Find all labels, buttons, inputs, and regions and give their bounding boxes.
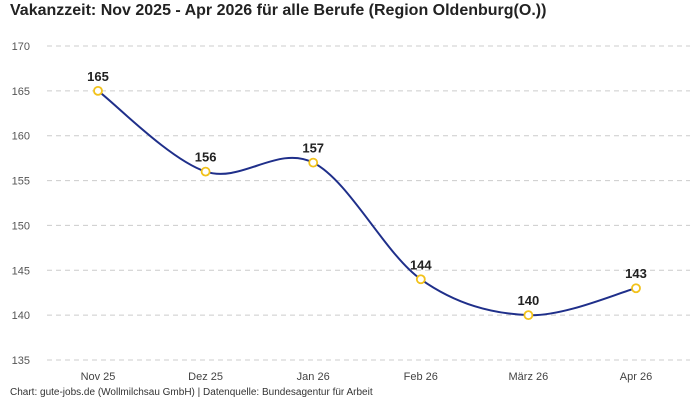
- data-label-5: 143: [625, 266, 647, 281]
- y-tick-label-150: 150: [12, 220, 30, 232]
- y-tick-label-155: 155: [12, 176, 30, 188]
- x-tick-label-0: Nov 25: [81, 371, 116, 383]
- data-point-1: [200, 166, 211, 177]
- y-tick-label-170: 170: [12, 41, 30, 53]
- chart-title: Vakanzzeit: Nov 2025 - Apr 2026 für alle…: [10, 2, 547, 19]
- data-label-1: 156: [195, 150, 217, 165]
- y-tick-label-165: 165: [12, 86, 30, 98]
- x-tick-label-3: Feb 26: [404, 371, 438, 383]
- gridlines: [47, 45, 690, 361]
- data-point-0: [93, 85, 103, 96]
- data-label-3: 144: [410, 257, 432, 272]
- series-line-group: [97, 90, 637, 317]
- x-tick-label-4: März 26: [509, 371, 549, 383]
- chart-footer-source: Chart: gute-jobs.de (Wollmilchsau GmbH) …: [10, 387, 373, 398]
- data-point-2: [308, 157, 319, 168]
- data-labels: 165 156 157 144 140 143: [87, 69, 647, 308]
- x-axis-tick-labels: Nov 25 Dez 25 Jan 26 Feb 26 März 26 Apr 26: [81, 371, 653, 383]
- data-point-3: [415, 274, 426, 285]
- data-markers: [93, 85, 641, 321]
- y-tick-label-145: 145: [12, 265, 30, 277]
- data-point-5: [631, 283, 641, 294]
- y-axis-tick-labels: 135 140 145 150 155 160 165 170: [12, 41, 30, 367]
- data-label-2: 157: [302, 141, 324, 156]
- data-point-4: [523, 310, 534, 321]
- y-tick-label-135: 135: [12, 355, 30, 367]
- x-tick-label-2: Jan 26: [297, 371, 330, 383]
- data-label-0: 165: [87, 69, 109, 84]
- y-tick-label-160: 160: [12, 131, 30, 143]
- x-tick-label-1: Dez 25: [188, 371, 223, 383]
- data-label-4: 140: [518, 293, 540, 308]
- x-tick-label-5: Apr 26: [620, 371, 652, 383]
- y-tick-label-140: 140: [12, 310, 30, 322]
- series-line: [97, 90, 637, 317]
